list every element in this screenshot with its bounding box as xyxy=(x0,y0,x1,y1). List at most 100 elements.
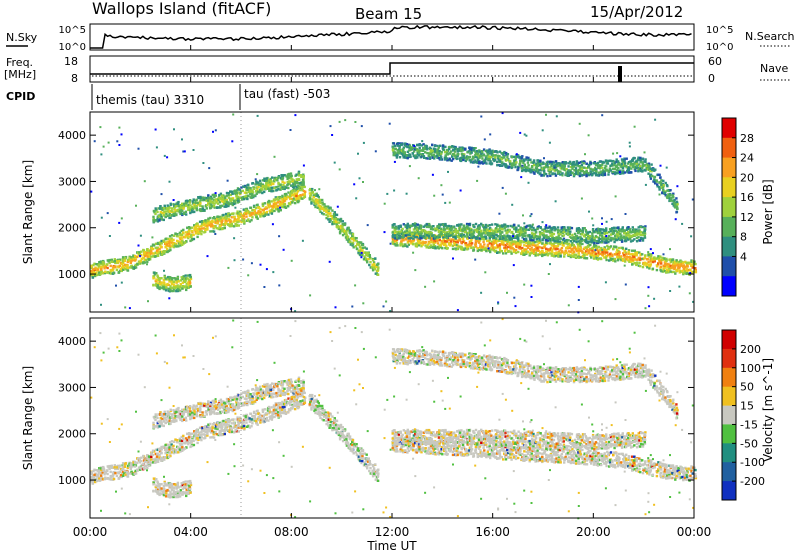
power-cell xyxy=(621,258,624,261)
power-cell xyxy=(462,158,465,162)
power-cell xyxy=(621,227,624,230)
power-cell xyxy=(461,154,464,157)
power-cell xyxy=(214,194,217,197)
power-cell xyxy=(647,260,650,264)
power-cell xyxy=(342,228,345,231)
power-cell xyxy=(168,240,171,243)
power-cell xyxy=(293,182,296,185)
power-cell xyxy=(629,240,633,243)
power-cell xyxy=(317,196,320,199)
power-cell xyxy=(609,229,613,233)
power-cell xyxy=(517,224,520,227)
power-cell xyxy=(662,268,665,272)
power-cell xyxy=(587,240,590,243)
power-cell xyxy=(464,159,467,163)
power-cell xyxy=(525,156,528,159)
power-cell xyxy=(285,186,288,189)
power-cell xyxy=(513,240,516,243)
power-cell xyxy=(639,253,642,256)
power-cell xyxy=(606,253,610,257)
power-cell xyxy=(240,186,243,189)
power-cell xyxy=(329,207,332,210)
power-cell xyxy=(399,237,402,240)
power-cell xyxy=(188,281,192,285)
power-cell xyxy=(323,205,326,209)
power-cell xyxy=(597,240,600,243)
power-cell xyxy=(316,199,319,202)
power-cell xyxy=(534,166,538,170)
power-cell xyxy=(552,226,555,229)
power-cell xyxy=(395,156,399,159)
power-cell xyxy=(367,257,370,261)
power-cell xyxy=(453,150,457,153)
power-cell xyxy=(265,181,268,185)
power-cell xyxy=(156,251,159,254)
power-cell xyxy=(283,174,286,177)
power-cell xyxy=(268,202,271,205)
power-cell xyxy=(151,243,155,246)
power-cell xyxy=(567,228,570,232)
power-cell xyxy=(392,142,396,145)
power-cell xyxy=(627,226,630,229)
power-cell xyxy=(393,232,396,235)
power-cell xyxy=(218,226,221,230)
power-cell xyxy=(443,156,447,159)
power-cell xyxy=(315,194,318,197)
power-cell xyxy=(462,227,465,230)
power-cell xyxy=(420,153,423,156)
power-cell xyxy=(133,254,137,258)
power-cell xyxy=(456,239,459,242)
power-cell xyxy=(417,232,421,235)
power-cell xyxy=(183,203,186,206)
power-cell xyxy=(416,228,419,231)
power-cell xyxy=(450,159,453,162)
power-cell xyxy=(488,247,491,250)
power-cell xyxy=(570,236,574,240)
power-cell xyxy=(556,231,560,234)
power-cell xyxy=(406,222,409,226)
power-cell xyxy=(265,177,268,180)
power-cell xyxy=(533,232,536,236)
power-cell xyxy=(488,149,492,152)
power-cell xyxy=(607,240,610,244)
power-cell xyxy=(167,287,170,290)
power-cell xyxy=(515,230,518,233)
power-cell xyxy=(253,194,256,197)
power-cell xyxy=(535,237,538,241)
power-cell xyxy=(621,259,625,262)
power-cell xyxy=(201,227,204,230)
power-cell xyxy=(593,250,596,254)
power-cell xyxy=(591,228,595,231)
power-cell xyxy=(263,179,266,182)
power-cell xyxy=(433,144,437,148)
power-cell xyxy=(499,232,502,236)
power-cell xyxy=(393,229,397,232)
power-cell xyxy=(533,248,536,251)
power-cell xyxy=(241,189,244,193)
power-cell xyxy=(255,190,258,193)
freq-tick-top: 18 xyxy=(64,55,78,68)
power-cell xyxy=(170,240,173,244)
power-cell xyxy=(277,209,280,212)
power-cell xyxy=(591,249,594,252)
power-cell xyxy=(666,262,669,266)
power-cell xyxy=(552,239,555,242)
power-cell xyxy=(220,221,223,224)
power-cell xyxy=(432,149,435,153)
power-cell xyxy=(180,276,183,279)
power-cell xyxy=(369,260,372,264)
power-cell xyxy=(486,231,489,235)
power-cell xyxy=(502,156,505,159)
power-cell xyxy=(227,196,230,199)
power-cell xyxy=(312,194,315,197)
power-cell xyxy=(677,263,680,266)
power-cell xyxy=(130,264,133,267)
power-cell xyxy=(177,287,180,291)
power-cell xyxy=(392,153,395,157)
power-cell xyxy=(111,260,115,263)
power-cell xyxy=(291,179,294,183)
power-cell xyxy=(465,222,469,226)
power-cell xyxy=(424,145,427,148)
power-cell xyxy=(160,281,163,284)
power-cell xyxy=(525,166,528,169)
